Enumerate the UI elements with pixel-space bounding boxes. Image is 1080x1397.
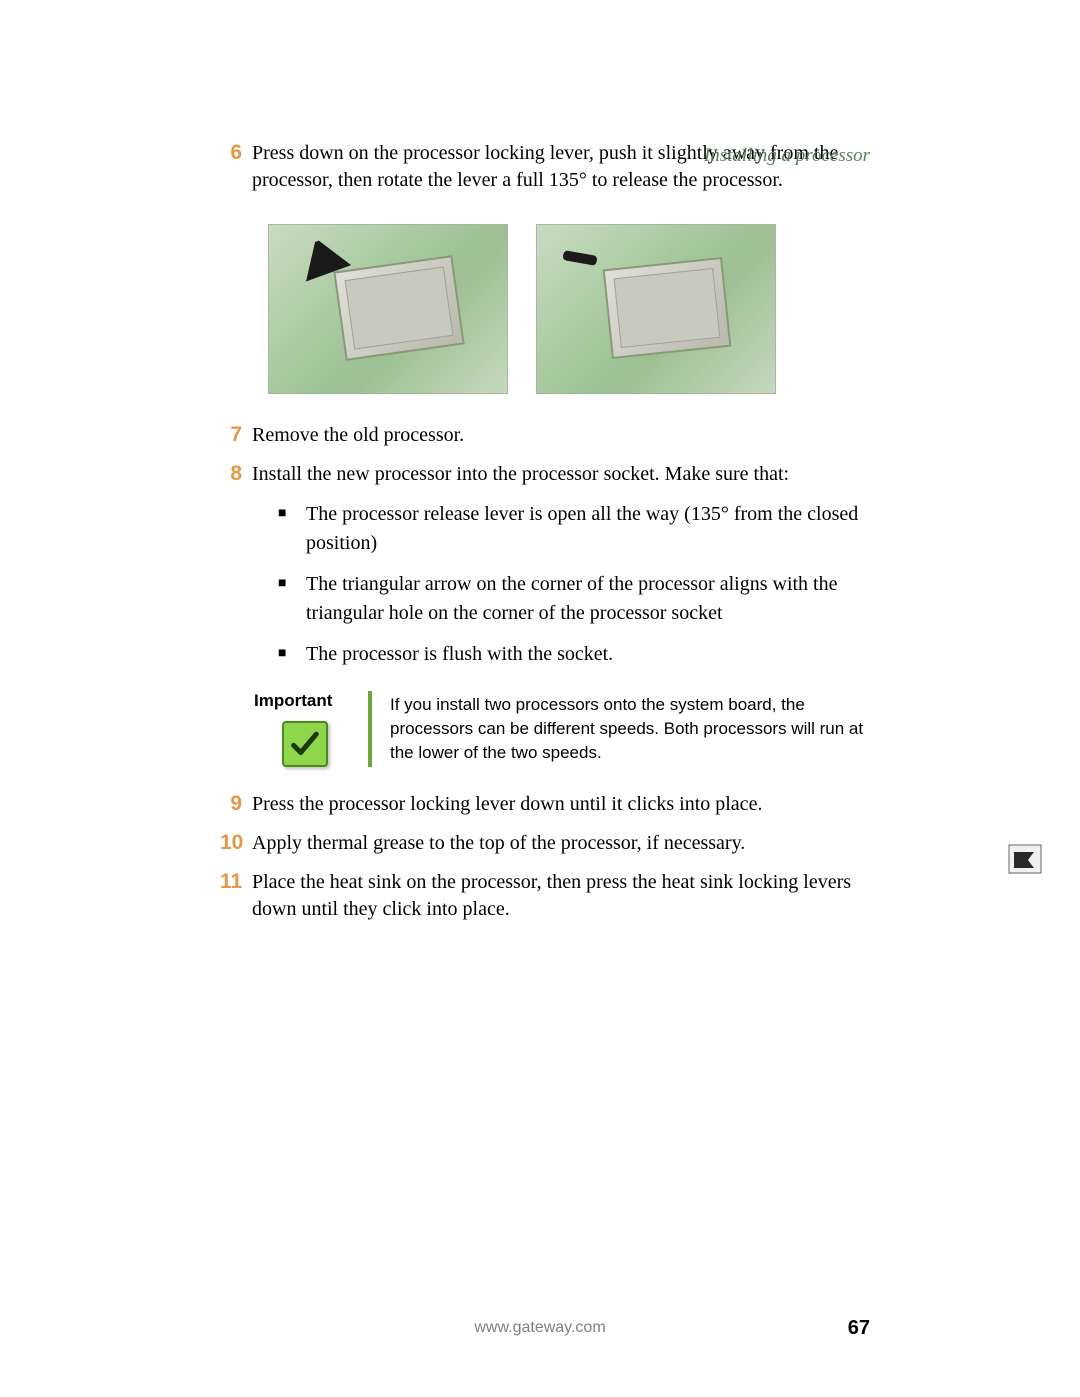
illustration-row bbox=[268, 224, 870, 394]
section-header: Installing a processor bbox=[704, 145, 870, 167]
bullet-marker-icon: ■ bbox=[278, 570, 306, 628]
important-left-column: Important bbox=[254, 691, 368, 767]
important-callout: Important If you install two processors … bbox=[254, 691, 870, 767]
step-text: Install the new processor into the proce… bbox=[252, 461, 870, 488]
bullet-text: The processor is flush with the socket. bbox=[306, 640, 613, 669]
bullet-marker-icon: ■ bbox=[278, 500, 306, 558]
step-8: 8 Install the new processor into the pro… bbox=[220, 461, 870, 488]
important-text: If you install two processors onto the s… bbox=[390, 691, 870, 767]
step-number: 7 bbox=[220, 422, 252, 449]
page-number: 67 bbox=[848, 1317, 870, 1340]
bullet-item: ■ The processor is flush with the socket… bbox=[278, 640, 870, 669]
step-text: Remove the old processor. bbox=[252, 422, 870, 449]
checkmark-icon bbox=[282, 721, 328, 767]
document-page: Installing a processor 6 Press down on t… bbox=[0, 0, 1080, 1397]
lever-graphic bbox=[562, 250, 597, 266]
processor-chip-graphic bbox=[603, 257, 732, 359]
step-number: 6 bbox=[220, 140, 252, 194]
step-number: 9 bbox=[220, 791, 252, 818]
important-label: Important bbox=[254, 691, 368, 711]
bullet-text: The triangular arrow on the corner of th… bbox=[306, 570, 870, 628]
step-7: 7 Remove the old processor. bbox=[220, 422, 870, 449]
processor-illustration-1 bbox=[268, 224, 508, 394]
processor-illustration-2 bbox=[536, 224, 776, 394]
bullet-item: ■ The triangular arrow on the corner of … bbox=[278, 570, 870, 628]
step-number: 10 bbox=[220, 830, 252, 857]
bullet-marker-icon: ■ bbox=[278, 640, 306, 669]
bullet-item: ■ The processor release lever is open al… bbox=[278, 500, 870, 558]
step-text: Press the processor locking lever down u… bbox=[252, 791, 870, 818]
bullet-text: The processor release lever is open all … bbox=[306, 500, 870, 558]
step-text: Apply thermal grease to the top of the p… bbox=[252, 830, 870, 857]
step-11: 11 Place the heat sink on the processor,… bbox=[220, 869, 870, 923]
step-9: 9 Press the processor locking lever down… bbox=[220, 791, 870, 818]
processor-chip-graphic bbox=[333, 255, 464, 361]
step-number: 8 bbox=[220, 461, 252, 488]
page-footer: www.gateway.com 67 bbox=[0, 1319, 1080, 1337]
page-flag-icon bbox=[1008, 844, 1042, 874]
bullet-list: ■ The processor release lever is open al… bbox=[278, 500, 870, 669]
important-divider bbox=[368, 691, 372, 767]
step-number: 11 bbox=[220, 869, 252, 923]
footer-url: www.gateway.com bbox=[474, 1319, 605, 1337]
step-text: Place the heat sink on the processor, th… bbox=[252, 869, 870, 923]
step-10: 10 Apply thermal grease to the top of th… bbox=[220, 830, 870, 857]
